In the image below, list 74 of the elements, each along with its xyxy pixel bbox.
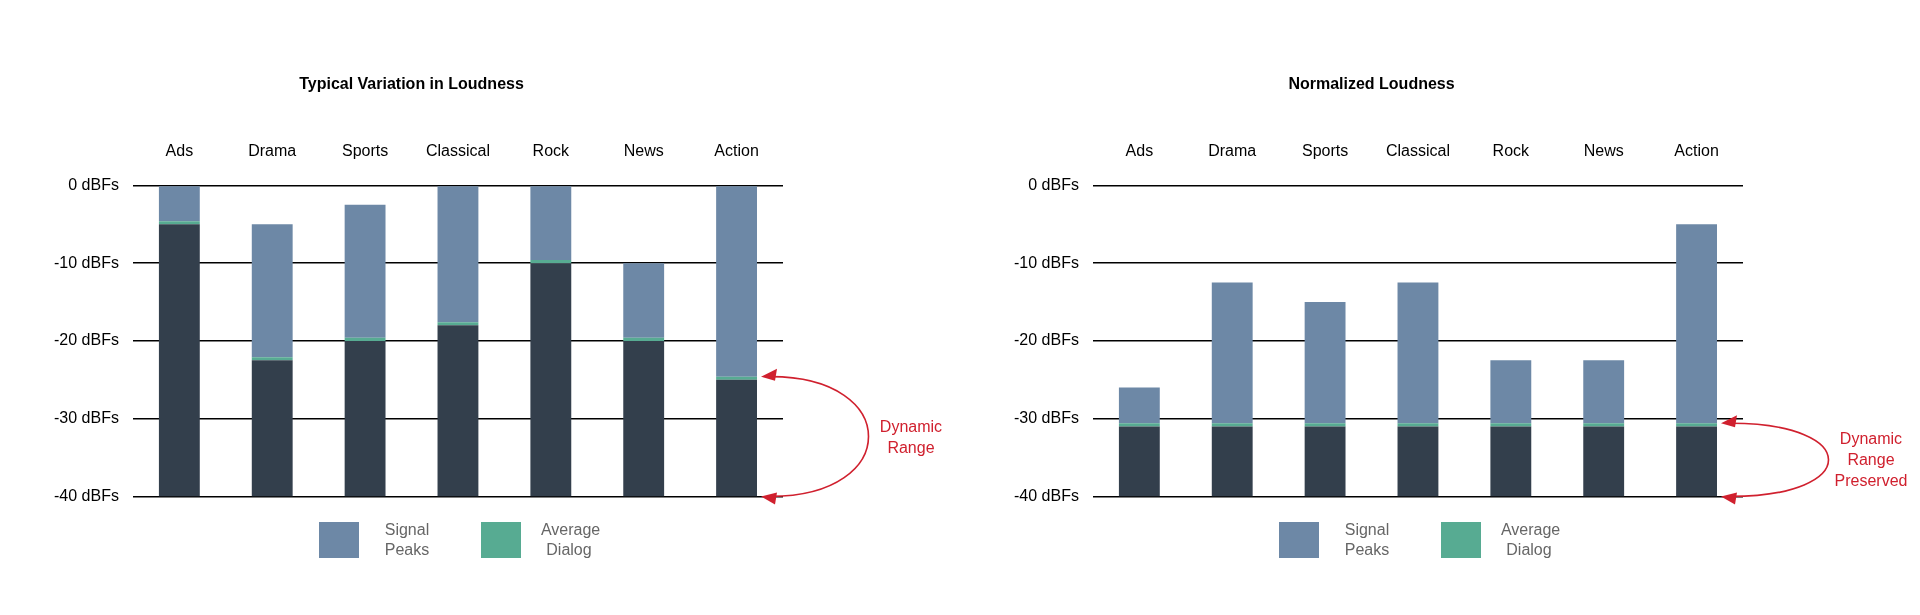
bar xyxy=(623,337,665,341)
x-tick-label: Rock xyxy=(1492,142,1531,160)
chart-title: Normalized Loudness xyxy=(1288,75,1455,93)
bar xyxy=(716,186,757,377)
bar xyxy=(251,360,293,497)
bar xyxy=(1304,302,1346,424)
bar xyxy=(344,337,386,341)
bar xyxy=(1583,423,1625,427)
bar xyxy=(1118,387,1160,424)
bar xyxy=(1490,423,1532,427)
bar xyxy=(1211,423,1253,427)
bar xyxy=(1583,426,1625,497)
bar xyxy=(158,186,200,222)
x-tick-label: Action xyxy=(1674,142,1719,160)
y-tick-label: -40 dBFs xyxy=(1013,486,1079,504)
chart-title: Typical Variation in Loudness xyxy=(299,75,524,93)
x-tick-label: Classical xyxy=(1385,142,1450,160)
bar xyxy=(716,379,757,497)
y-tick-label: -10 dBFs xyxy=(53,253,119,271)
text: Dynamic Range xyxy=(878,416,944,458)
bar xyxy=(530,186,572,261)
y-tick-label: -30 dBFs xyxy=(53,409,119,427)
bar xyxy=(1304,426,1346,497)
bar xyxy=(1676,426,1717,497)
legend-label: Signal Peaks xyxy=(383,520,431,560)
bar xyxy=(716,376,757,380)
y-tick-label: -20 dBFs xyxy=(1013,331,1079,349)
y-tick-label: 0 dBFs xyxy=(68,175,119,193)
bar xyxy=(1397,426,1439,497)
bar xyxy=(251,357,293,361)
bar xyxy=(1397,423,1439,427)
x-tick-label: Classical xyxy=(425,142,490,160)
bar xyxy=(1490,360,1532,424)
x-tick-label: Drama xyxy=(248,142,297,160)
bar xyxy=(1676,224,1717,424)
y-tick-label: 0 dBFs xyxy=(1028,175,1079,193)
bar xyxy=(344,340,386,497)
y-tick-label: -40 dBFs xyxy=(53,486,119,504)
y-tick-label: -10 dBFs xyxy=(1013,253,1079,271)
legend-label: Signal Peaks xyxy=(1343,520,1391,560)
legend-label: Average Dialog xyxy=(1500,520,1561,560)
x-tick-label: Drama xyxy=(1208,142,1257,160)
bar xyxy=(623,340,665,497)
bar xyxy=(437,322,479,326)
x-tick-label: Ads xyxy=(1125,142,1154,160)
bar xyxy=(530,260,572,264)
text: Dynamic Range Preserved xyxy=(1833,429,1909,492)
bar xyxy=(623,263,665,338)
bar xyxy=(1397,282,1439,424)
bar xyxy=(1118,426,1160,497)
bar xyxy=(344,204,386,338)
bar xyxy=(1583,360,1625,424)
x-tick-label: Ads xyxy=(165,142,194,160)
bar xyxy=(1211,426,1253,497)
bar xyxy=(1118,423,1160,427)
x-tick-label: Rock xyxy=(532,142,571,160)
bar xyxy=(1676,423,1717,427)
x-tick-label: Sports xyxy=(1301,142,1349,160)
y-tick-label: -20 dBFs xyxy=(53,331,119,349)
bar xyxy=(158,224,200,497)
bar xyxy=(530,263,572,497)
bar xyxy=(1211,282,1253,424)
x-tick-label: News xyxy=(1583,142,1624,160)
x-tick-label: News xyxy=(623,142,664,160)
x-tick-label: Sports xyxy=(341,142,389,160)
bar xyxy=(1304,423,1346,427)
bar xyxy=(158,221,200,225)
y-tick-label: -30 dBFs xyxy=(1013,409,1079,427)
legend-label: Average Dialog xyxy=(540,520,601,560)
x-tick-label: Action xyxy=(714,142,759,160)
bar xyxy=(437,186,479,323)
bar xyxy=(437,325,479,497)
bar xyxy=(251,224,293,358)
bar xyxy=(1490,426,1532,497)
